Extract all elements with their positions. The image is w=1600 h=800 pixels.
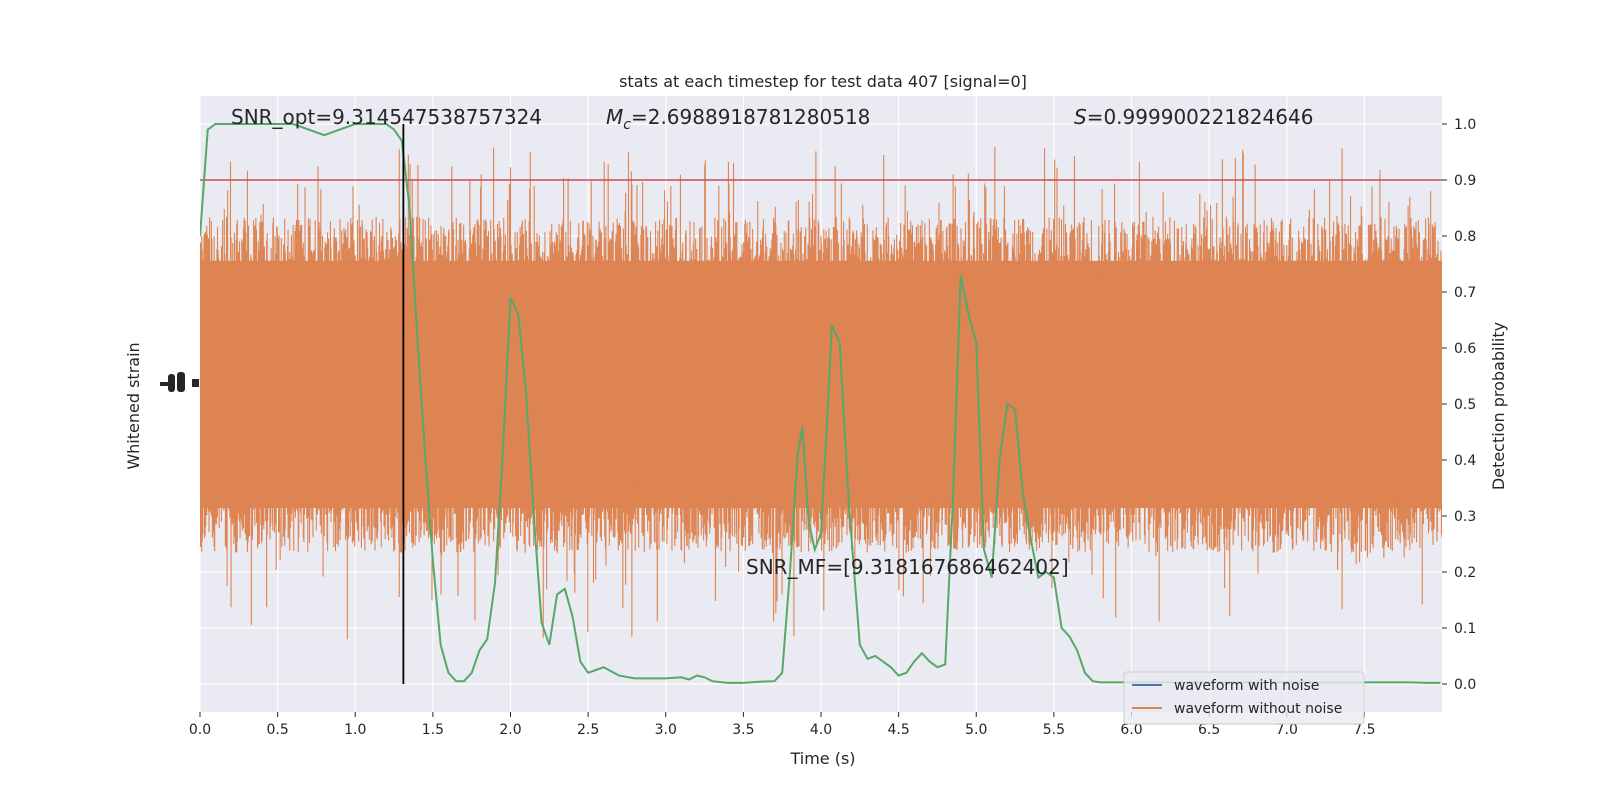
chirp-mass-value: =2.6988918781280518 — [631, 105, 870, 129]
x-ticks: 0.0 0.5 1.0 1.5 2.0 2.5 3.0 3.5 4.0 4.5 5.0 5.5 6.0 6… — [189, 712, 1376, 738]
legend-box — [1123, 671, 1365, 725]
strain-layer — [200, 147, 1442, 640]
chart-title: stats at each timestep for test data 407… — [619, 72, 1027, 91]
x-tick-label: 7.5 — [1353, 722, 1375, 738]
x-tick-label: 0.0 — [189, 722, 211, 738]
y-tick-label: 0.3 — [1454, 509, 1476, 525]
y-tick-label: 0.6 — [1454, 341, 1476, 357]
x-tick-label: 5.0 — [965, 722, 987, 738]
chirp-mass-subscript: c — [623, 117, 631, 133]
y-tick-label: 0.4 — [1454, 453, 1476, 469]
x-tick-label: 3.5 — [732, 722, 754, 738]
y-tick-label: 0.5 — [1454, 397, 1476, 413]
x-tick-label: 2.5 — [577, 722, 599, 738]
x-tick-label: 7.0 — [1276, 722, 1298, 738]
right-axis-title: Detection probability — [1489, 322, 1508, 490]
s-symbol: S — [1074, 105, 1087, 129]
left-axis-title: Whitened strain — [124, 342, 143, 469]
y-ticks-right: 0.0 0.1 0.2 0.3 0.4 0.5 0.6 0.7 0.8 0.9 1.0 — [1442, 117, 1476, 693]
y-tick-label: 0.7 — [1454, 285, 1476, 301]
legend: waveform with noise waveform without noi… — [1123, 671, 1365, 725]
y-tick-label: 0.9 — [1454, 173, 1476, 189]
legend-label-with-noise: waveform with noise — [1174, 678, 1319, 694]
x-tick-label: 0.5 — [266, 722, 288, 738]
snr-mf-annotation: SNR_MF=[9.318167686462402] — [746, 555, 1069, 579]
left-axis-tick-cluster — [160, 372, 199, 392]
x-tick-label: 5.5 — [1043, 722, 1065, 738]
y-tick-label: 0.1 — [1454, 621, 1476, 637]
y-tick-label: 0.0 — [1454, 677, 1476, 693]
x-tick-label: 2.0 — [499, 722, 521, 738]
s-value: =0.999900221824646 — [1087, 105, 1314, 129]
x-axis-title: Time (s) — [789, 749, 855, 768]
chirp-mass-annotation: Mc=2.6988918781280518 — [606, 105, 870, 133]
x-tick-label: 4.5 — [887, 722, 909, 738]
x-tick-label: 6.5 — [1198, 722, 1220, 738]
legend-label-without-noise: waveform without noise — [1174, 701, 1342, 717]
s-annotation: S=0.999900221824646 — [1074, 105, 1313, 129]
x-tick-label: 1.0 — [344, 722, 366, 738]
x-tick-label: 3.0 — [655, 722, 677, 738]
y-tick-label: 0.8 — [1454, 229, 1476, 245]
x-tick-label: 1.5 — [422, 722, 444, 738]
x-tick-label: 6.0 — [1120, 722, 1142, 738]
chirp-mass-symbol: M — [606, 105, 623, 129]
y-tick-label: 0.2 — [1454, 565, 1476, 581]
x-tick-label: 4.0 — [810, 722, 832, 738]
y-tick-label: 1.0 — [1454, 117, 1476, 133]
strain-noise-trace — [200, 147, 1442, 640]
snr-opt-annotation: SNR_opt=9.314547538757324 — [231, 105, 542, 129]
